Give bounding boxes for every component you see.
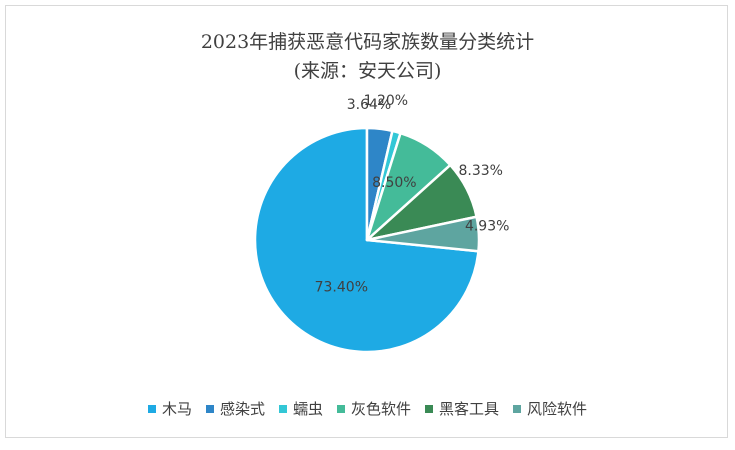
chart-subtitle: (来源：安天公司) [293,60,442,82]
data-label-6: 4.93% [465,219,509,235]
legend-swatch-5 [425,404,434,413]
legend-label-4: 灰色软件 [351,400,412,418]
legend-item-4: 灰色软件 [337,398,411,419]
legend-item-6: 风险软件 [513,398,587,419]
legend-label-2: 感染式 [219,400,265,418]
chart-legend: 木马 感染式 蠕虫 灰色软件 黑客工具 风险软件 [0,398,735,419]
legend-swatch-6 [513,404,522,413]
legend-swatch-4 [337,404,345,413]
data-label-2: 3.64% [347,97,391,113]
legend-item-3: 蠕虫 [278,398,323,419]
data-label-3: 1.20% [364,93,408,109]
legend-label-1: 木马 [161,400,192,418]
legend-label-3: 蠕虫 [292,400,323,418]
legend-item-1: 木马 [147,398,192,419]
legend-swatch-1 [147,404,156,413]
chart-title: 2023年捕获恶意代码家族数量分类统计 [200,31,535,53]
data-label-4: 8.50% [372,175,416,191]
data-label-5: 8.33% [459,163,503,179]
legend-label-6: 风险软件 [527,400,588,418]
legend-item-2: 感染式 [205,398,265,419]
legend-item-5: 黑客工具 [425,398,499,419]
legend-label-5: 黑客工具 [439,400,500,418]
legend-swatch-3 [278,404,287,413]
data-label-1: 73.40% [315,279,368,295]
pie-slice-6 [365,215,481,253]
legend-swatch-2 [205,404,214,413]
